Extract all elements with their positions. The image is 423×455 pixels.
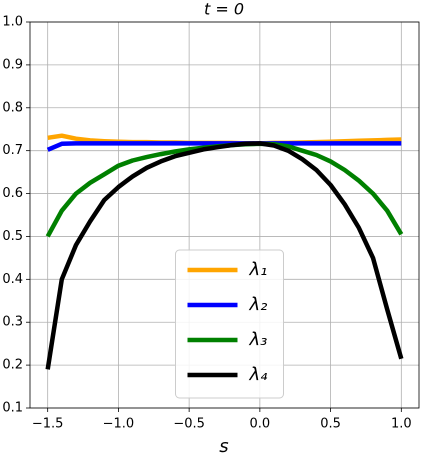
legend-box bbox=[175, 249, 284, 399]
y-tick-label: 0.4 bbox=[2, 272, 23, 287]
x-tick-label: 0.0 bbox=[250, 417, 271, 432]
x-tick-label: 1.0 bbox=[391, 417, 412, 432]
y-tick-label: 1.0 bbox=[2, 15, 23, 30]
y-tick-label: 0.7 bbox=[2, 143, 23, 158]
x-tick-label: −0.5 bbox=[173, 417, 205, 432]
x-axis-label: s bbox=[219, 436, 228, 455]
y-tick-label: 0.2 bbox=[2, 358, 23, 373]
plot-frame bbox=[29, 21, 420, 409]
x-tick-label: 0.5 bbox=[320, 417, 341, 432]
legend-label: λ₃ bbox=[249, 329, 268, 350]
chart-title: t = 0 bbox=[204, 0, 244, 19]
legend-label: λ₂ bbox=[249, 294, 268, 315]
y-tick-label: 0.6 bbox=[2, 186, 23, 201]
y-tick-label: 0.9 bbox=[2, 57, 23, 72]
x-tick-label: −1.5 bbox=[32, 417, 64, 432]
y-tick-label: 0.3 bbox=[2, 315, 23, 330]
y-tick-label: 0.1 bbox=[2, 401, 23, 416]
series-line bbox=[46, 141, 402, 152]
y-tick-label: 0.8 bbox=[2, 100, 23, 115]
y-tick-label: 0.5 bbox=[2, 229, 23, 244]
legend-label: λ₁ bbox=[249, 259, 268, 280]
series-line bbox=[45, 141, 404, 370]
series-line bbox=[45, 141, 404, 238]
x-tick-label: −1.0 bbox=[103, 417, 135, 432]
legend-label: λ₄ bbox=[249, 364, 269, 385]
